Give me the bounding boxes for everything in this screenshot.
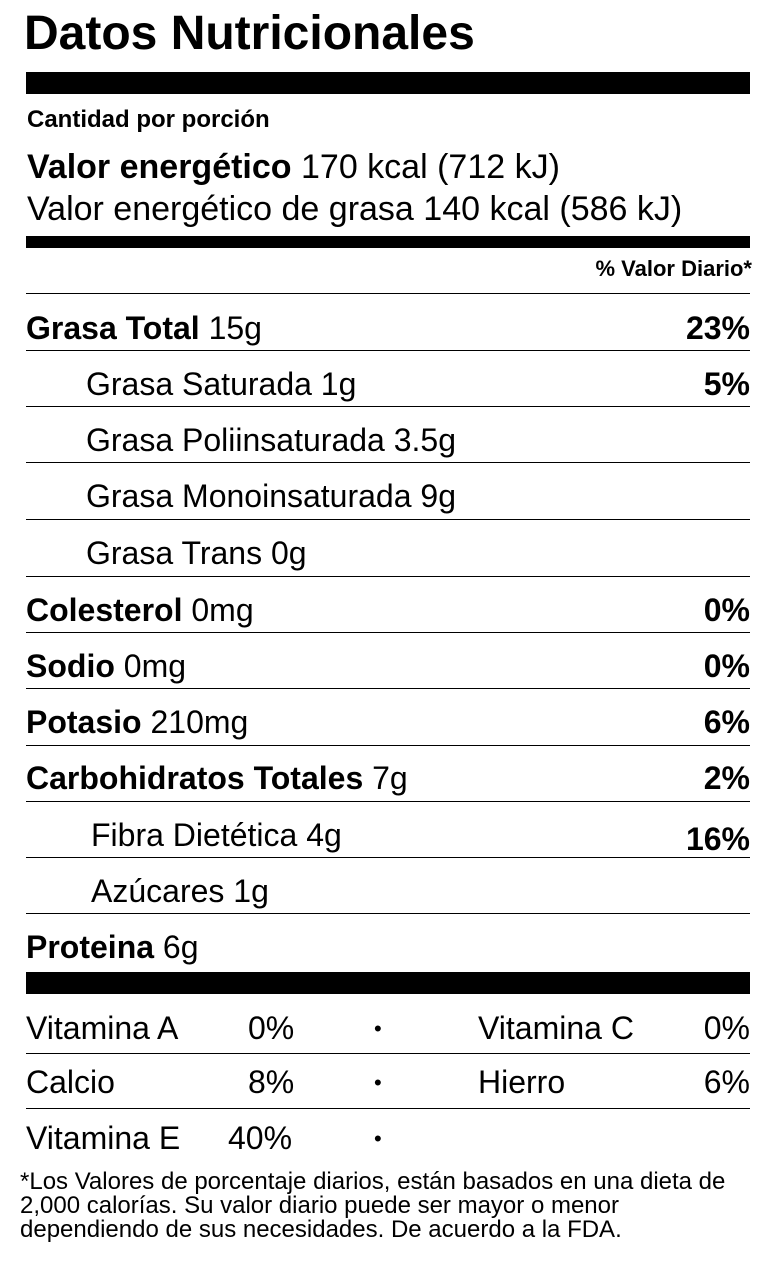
vitamin-row: Calcio 8% • Hierro 6% — [26, 1054, 750, 1110]
thick-divider-vitamins — [26, 972, 750, 994]
nutrient-name: Grasa Poliinsaturada — [86, 422, 385, 458]
vitamin-pct: 0% — [248, 1010, 295, 1046]
nutrient-row-proteina: Proteina 6g — [26, 917, 750, 973]
divider-line — [26, 745, 750, 746]
nutrient-dv: 6% — [703, 704, 750, 740]
nutrient-row-carbohidratos: Carbohidratos Totales 7g 2% — [26, 748, 750, 804]
nutrient-name: Potasio — [26, 704, 142, 740]
nutrient-name: Grasa Saturada — [86, 366, 312, 402]
nutrient-amount: 210mg — [150, 704, 249, 740]
nutrient-row-sodio: Sodio 0mg 0% — [26, 636, 750, 692]
nutrient-row-grasa-saturada: Grasa Saturada 1g 5% — [26, 354, 750, 410]
nutrient-dv: 5% — [703, 366, 750, 402]
divider-line — [26, 1053, 750, 1054]
divider-line — [26, 913, 750, 914]
divider-line — [26, 293, 750, 294]
nutrient-row-potasio: Potasio 210mg 6% — [26, 692, 750, 748]
nutrient-amount: 0mg — [191, 592, 254, 628]
bullet-separator: • — [374, 1070, 382, 1095]
nutrient-dv: 0% — [703, 648, 750, 684]
label-title: Datos Nutricionales — [24, 7, 475, 60]
nutrient-row-fibra: Fibra Dietética 4g 16% — [26, 805, 750, 861]
vitamin-name: Vitamina C — [478, 1010, 634, 1046]
energy-fat-row: Valor energético de grasa 140 kcal (586 … — [27, 190, 682, 229]
energy-fat-label: Valor energético de grasa — [27, 190, 414, 228]
divider-line — [26, 462, 750, 463]
nutrient-amount: 4g — [306, 817, 342, 853]
nutrient-amount: 0g — [270, 535, 307, 571]
bullet-separator: • — [374, 1016, 382, 1041]
divider-line — [26, 519, 750, 520]
nutrient-amount: 0mg — [123, 648, 187, 684]
nutrient-name: Grasa Monoinsaturada — [86, 478, 412, 514]
vitamin-pct: 0% — [703, 1010, 750, 1046]
nutrient-amount: 6g — [162, 929, 199, 965]
nutrient-name: Sodio — [26, 648, 115, 684]
footnote: *Los Valores de porcentaje diarios, está… — [20, 1168, 726, 1243]
nutrient-amount: 9g — [420, 478, 456, 514]
vitamin-row: Vitamina E 40% • — [26, 1110, 750, 1166]
nutrient-name: Colesterol — [26, 592, 183, 628]
vitamin-name: Vitamina A — [26, 1010, 179, 1046]
thick-divider-top — [26, 72, 750, 94]
vitamin-pct: 8% — [248, 1064, 295, 1100]
nutrient-name: Proteina — [26, 929, 155, 965]
nutrient-amount: 1g — [233, 873, 269, 909]
vitamin-pct: 6% — [703, 1064, 750, 1100]
nutrient-name: Azúcares — [91, 873, 225, 909]
vitamin-pct: 40% — [228, 1120, 293, 1156]
vitamin-row: Vitamina A 0% • Vitamina C 0% — [26, 1000, 750, 1056]
daily-value-header: % Valor Diario* — [595, 256, 752, 281]
nutrient-dv: 0% — [703, 592, 750, 628]
divider-line — [26, 857, 750, 858]
thick-divider-energy — [26, 236, 750, 248]
nutrient-dv: 16% — [685, 821, 750, 857]
serving-label: Cantidad por porción — [27, 106, 270, 133]
vitamin-name: Hierro — [478, 1064, 566, 1100]
divider-line — [26, 632, 750, 633]
nutrient-name: Fibra Dietética — [91, 817, 298, 853]
divider-line — [26, 688, 750, 689]
nutrient-name: Grasa Trans — [86, 535, 263, 571]
energy-label: Valor energético — [27, 148, 292, 186]
divider-line — [26, 350, 750, 351]
energy-value: 170 kcal (712 kJ) — [301, 148, 560, 186]
vitamin-name: Calcio — [26, 1064, 115, 1100]
nutrient-dv: 2% — [703, 760, 750, 796]
energy-row: Valor energético 170 kcal (712 kJ) — [27, 148, 560, 187]
nutrient-amount: 1g — [320, 366, 357, 402]
bullet-separator: • — [374, 1126, 382, 1151]
nutrient-dv: 23% — [685, 310, 750, 346]
nutrient-row-colesterol: Colesterol 0mg 0% — [26, 580, 750, 636]
nutrient-name: Grasa Total — [26, 310, 200, 346]
nutrient-amount: 15g — [208, 310, 262, 346]
divider-line — [26, 576, 750, 577]
divider-line — [26, 801, 750, 802]
divider-line — [26, 406, 750, 407]
divider-line — [26, 1108, 750, 1109]
nutrient-row-grasa-trans: Grasa Trans 0g — [26, 523, 750, 579]
nutrient-name: Carbohidratos Totales — [26, 760, 364, 796]
nutrient-row-azucares: Azúcares 1g — [26, 861, 750, 917]
nutrient-row-grasa-poliinsaturada: Grasa Poliinsaturada 3.5g — [26, 410, 750, 466]
nutrient-row-grasa-total: Grasa Total 15g 23% — [26, 298, 750, 354]
nutrient-amount: 7g — [372, 760, 408, 796]
energy-fat-value: 140 kcal (586 kJ) — [423, 190, 683, 228]
nutrient-row-grasa-monoinsaturada: Grasa Monoinsaturada 9g — [26, 466, 750, 522]
vitamin-name: Vitamina E — [26, 1120, 181, 1156]
nutrient-amount: 3.5g — [393, 422, 456, 458]
